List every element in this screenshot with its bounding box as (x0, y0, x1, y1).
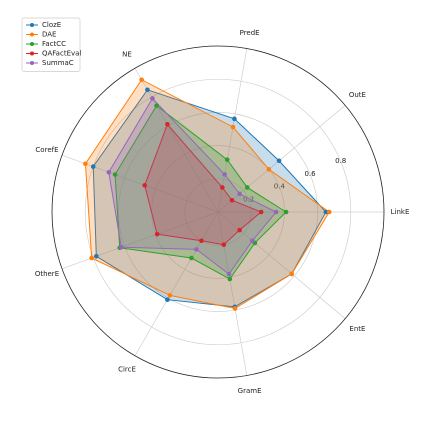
category-label: OutE (349, 91, 366, 99)
legend-label: QAFactEval (42, 50, 81, 58)
legend-label: ClozE (42, 21, 61, 29)
series-area (108, 97, 277, 275)
legend-marker (30, 51, 34, 56)
data-point (145, 87, 150, 93)
category-label: CircE (118, 366, 136, 374)
data-point (232, 116, 237, 122)
data-point (289, 271, 295, 277)
legend-label: DAE (42, 31, 56, 39)
data-point (154, 231, 160, 237)
data-point (220, 185, 225, 190)
data-point (165, 122, 170, 127)
data-point (118, 244, 124, 250)
data-point (199, 238, 204, 244)
data-point (237, 227, 242, 233)
data-point (154, 103, 159, 108)
category-label: GramE (238, 387, 262, 395)
category-label: EntE (349, 325, 365, 333)
r-tick-label: 0.8 (335, 157, 346, 165)
data-point (232, 306, 238, 311)
legend-label: FactCC (42, 40, 66, 48)
spoke (61, 154, 219, 213)
category-label: OtherE (35, 270, 59, 278)
category-label: LinkE (391, 208, 410, 216)
data-point (139, 77, 144, 83)
data-point (112, 172, 118, 177)
legend-marker (30, 23, 34, 27)
spoke (61, 211, 219, 270)
data-point (237, 191, 242, 197)
data-point (250, 238, 255, 244)
data-point (224, 157, 230, 162)
data-point (244, 185, 250, 190)
legend-label: SummaC (42, 59, 74, 67)
series-area (144, 123, 263, 246)
category-label: NE (122, 50, 132, 58)
spoke (217, 48, 248, 213)
data-point (189, 255, 194, 261)
r-tick-label: 0.6 (304, 170, 316, 178)
legend-marker (30, 42, 34, 46)
legend-marker (30, 61, 34, 65)
data-point (258, 209, 264, 215)
spoke (217, 211, 248, 376)
data-point (273, 209, 279, 215)
r-tick-label: 0.4 (274, 183, 286, 191)
data-point (229, 197, 235, 203)
legend-marker (30, 32, 34, 37)
data-point (227, 276, 233, 282)
data-point (142, 183, 147, 188)
data-point (83, 161, 88, 167)
data-point (323, 209, 329, 215)
category-label: CorefE (35, 146, 58, 154)
r-tick-label: 0.2 (243, 195, 254, 203)
data-point (226, 271, 232, 277)
spoke (134, 211, 219, 356)
legend-box (21, 17, 81, 72)
data-point (194, 247, 199, 252)
data-point (326, 209, 332, 215)
data-point (167, 293, 173, 298)
spoke (134, 68, 219, 213)
data-point (106, 169, 112, 175)
data-point (221, 242, 227, 247)
data-point (222, 172, 227, 177)
data-point (94, 253, 99, 259)
data-point (276, 158, 282, 164)
data-point (283, 209, 289, 215)
polar-frame (51, 45, 385, 379)
data-point (230, 124, 236, 130)
data-point (89, 255, 94, 261)
category-label: PredE (240, 29, 260, 37)
data-point (90, 164, 96, 169)
data-point (150, 96, 155, 101)
data-point (165, 297, 170, 302)
data-point (266, 167, 272, 172)
